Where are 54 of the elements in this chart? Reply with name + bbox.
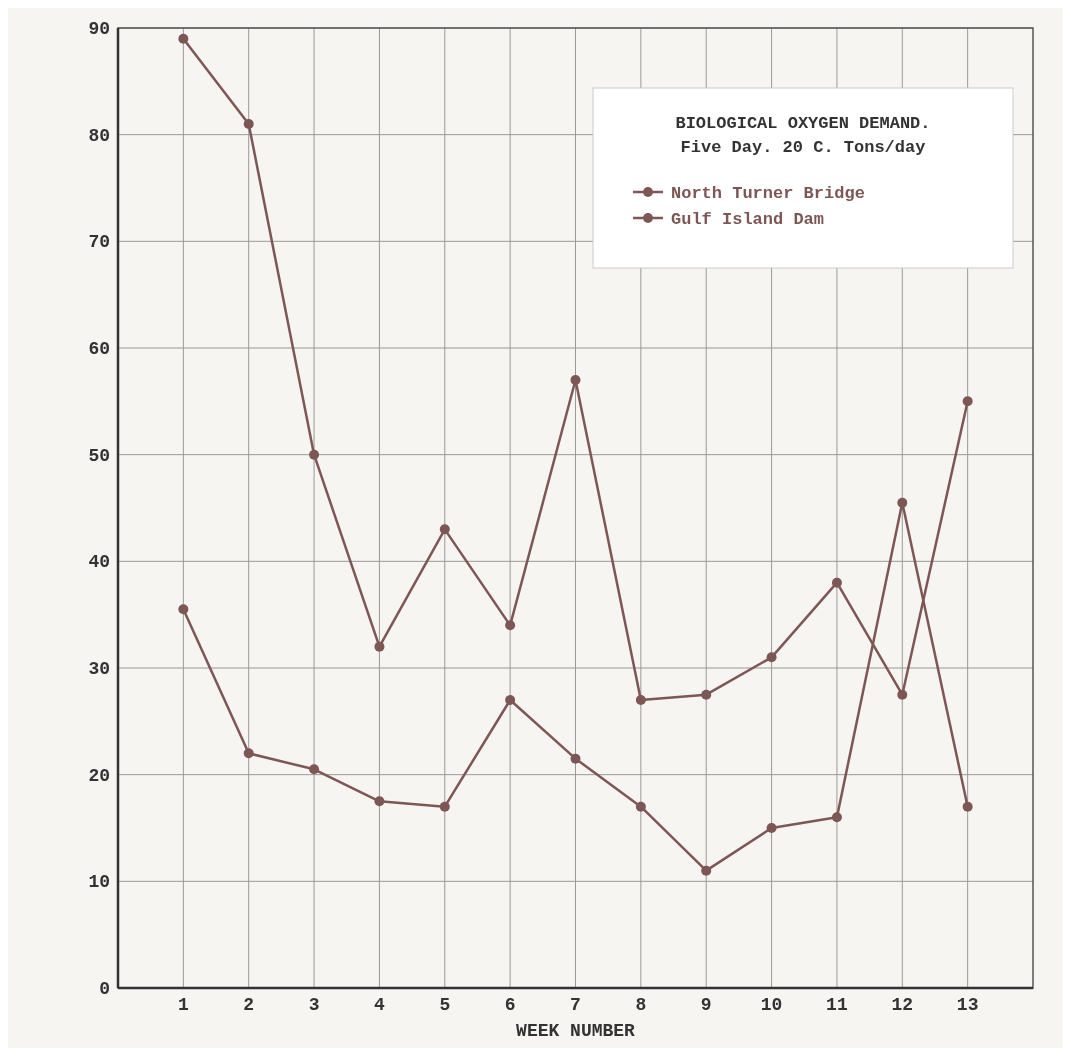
x-tick-label: 8 [635,995,647,1015]
point [374,641,385,652]
point [439,801,450,812]
y-tick-label: 40 [88,552,110,573]
point [178,604,189,615]
point [243,119,254,129]
point [309,764,320,775]
point [897,497,908,508]
x-tick-label: 6 [504,995,516,1015]
x-tick-label: 5 [439,995,451,1015]
x-tick-label: 12 [891,995,914,1015]
point [635,801,646,812]
point [831,577,842,588]
y-tick-label: 0 [99,979,110,999]
x-tick-label: 13 [956,995,979,1015]
x-tick-label: 9 [700,995,712,1015]
point [635,695,646,705]
x-tick-label: 4 [374,995,386,1015]
x-axis-title: WEEK NUMBER [516,1021,636,1041]
y-tick-label: 20 [88,765,110,786]
x-tick-label: 1 [177,995,189,1015]
y-tick-label: 60 [88,339,110,359]
y-tick-label: 80 [88,125,110,146]
point [701,865,712,876]
point [766,823,777,833]
point [766,652,777,663]
x-tick-label: 10 [760,995,783,1015]
point [374,796,385,807]
point [505,620,516,631]
point [962,801,973,812]
point [897,689,908,700]
point [505,695,516,705]
legend-label: North Turner Bridge [671,184,865,203]
y-tick-label: 10 [88,872,110,893]
y-tick-label: 70 [88,232,110,253]
point [570,375,581,385]
text: BIOLOGICAL OXYGEN DEMAND. [675,114,931,133]
point [701,689,712,700]
x-tick-label: 7 [570,995,581,1015]
y-tick-label: 30 [88,659,110,679]
legend-label: Gulf Island Dam [671,210,825,229]
text: Five Day. 20 C. Tons/day [680,138,926,157]
point [309,449,320,460]
point [178,33,189,44]
point [831,812,842,823]
y-tick-label: 50 [88,445,110,466]
y-tick-label: 90 [88,19,110,39]
point [439,524,450,535]
x-tick-label: 11 [826,995,848,1015]
point [243,748,254,759]
point [570,753,581,764]
x-tick-label: 3 [308,995,320,1015]
x-tick-label: 2 [243,995,255,1015]
point [962,396,973,407]
